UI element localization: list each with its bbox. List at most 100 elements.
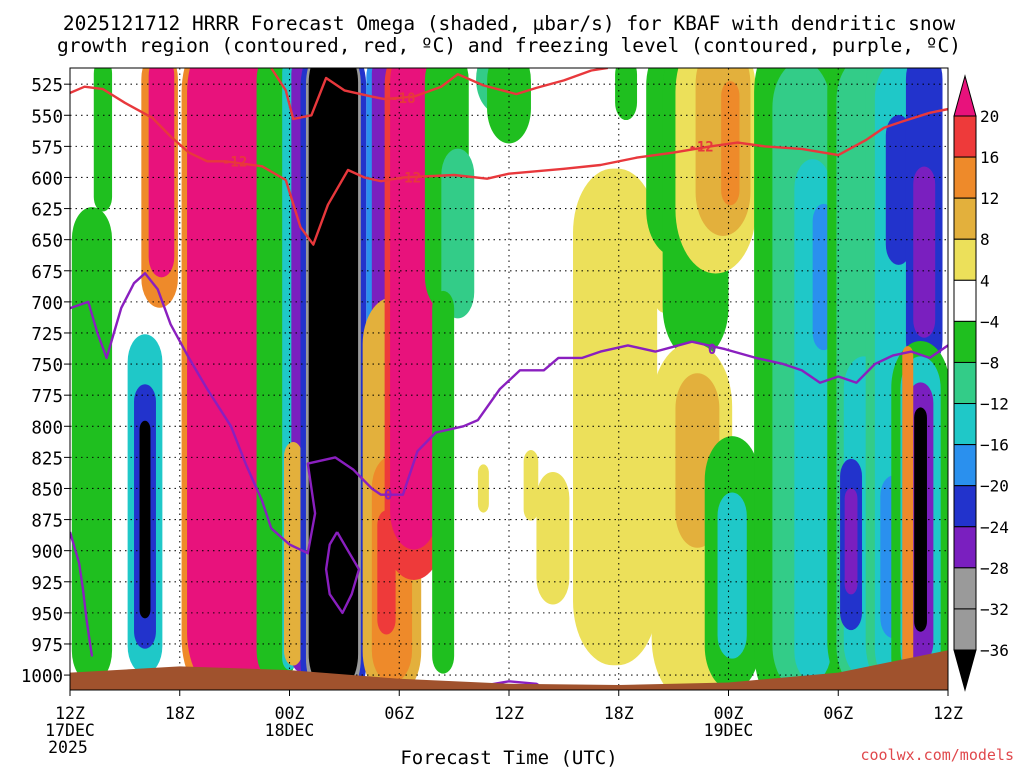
isotherm-minus12-label-0: -12	[222, 154, 247, 170]
omega-column-8	[148, 68, 175, 278]
x-axis-label: Forecast Time (UTC)	[400, 747, 617, 768]
omega-column-53	[844, 488, 858, 595]
colorbar-segment-8	[953, 444, 977, 487]
footer-credit: coolwx.com/models	[860, 746, 1014, 764]
omega-column-32	[536, 472, 570, 605]
colorbar-label-10: −24	[980, 518, 1009, 537]
freezing-level-label-0: 0	[384, 488, 392, 504]
isotherm-minus12-line	[70, 85, 948, 246]
omega-column-63	[914, 407, 927, 632]
isotherm-minus12-label-1: -12	[396, 170, 421, 186]
colorbar-label-8: −16	[980, 436, 1009, 455]
y-axis: 525 550 575 600 625 650 675 700 725 750 775 800 825 8…	[21, 76, 70, 687]
omega-column-14	[284, 442, 303, 666]
x-tick-label-4: 12Z	[494, 704, 524, 723]
colorbar-segment-7	[953, 403, 977, 446]
y-tick-label-975: 975	[31, 636, 63, 656]
colorbar-label-13: −36	[980, 641, 1009, 660]
omega-column-29	[487, 68, 531, 144]
x-tick-year-0: 2025	[48, 738, 88, 757]
colorbar-segment-12	[953, 608, 977, 651]
omega-shading	[71, 68, 948, 690]
colorbar-label-1: 16	[980, 148, 999, 167]
y-tick-label-600: 600	[31, 169, 63, 189]
x-tick-sublabel-0: 17DEC	[45, 721, 95, 740]
omega-column-56	[885, 114, 912, 265]
omega-column-0	[75, 68, 94, 144]
y-tick-label-525: 525	[31, 76, 63, 96]
omega-column-26	[441, 148, 475, 319]
omega-column-6	[139, 420, 151, 619]
x-tick-sublabel-2: 18DEC	[265, 721, 315, 740]
colorbar-segment-9	[953, 485, 977, 528]
omega-column-27	[432, 290, 455, 674]
colorbar-label-9: −20	[980, 477, 1009, 496]
omega-column-64	[902, 346, 914, 669]
gridlines	[70, 68, 948, 690]
y-tick-label-650: 650	[31, 232, 63, 252]
colorbar-label-4: 4	[980, 271, 990, 290]
colorbar-segment-2	[953, 197, 977, 240]
chart-title-line1: 2025121712 HRRR Forecast Omega (shaded, …	[63, 12, 955, 35]
colorbar-segment-6	[953, 361, 977, 405]
y-tick-label-550: 550	[31, 107, 63, 127]
colorbar-label-12: −32	[980, 600, 1009, 619]
colorbar: 20 16 12 8 4 −4 −8 −12 −16 −20 −24 −28 −32 −36	[953, 74, 1009, 692]
omega-column-44	[717, 492, 747, 659]
x-tick-label-6: 00Z	[714, 704, 744, 723]
y-tick-label-700: 700	[31, 294, 63, 314]
colorbar-label-11: −28	[980, 559, 1009, 578]
plot-area: -12 -12 -12 -18 0 0	[70, 68, 948, 690]
x-tick-label-3: 06Z	[384, 704, 414, 723]
omega-column-10	[187, 68, 272, 690]
omega-column-33	[573, 168, 658, 666]
colorbar-segment-11	[953, 567, 977, 610]
chart-title-line2: growth region (contoured, red, ºC) and f…	[57, 34, 961, 57]
isotherm-minus18-line	[270, 68, 608, 121]
colorbar-label-6: −8	[980, 353, 999, 372]
colorbar-top-arrow	[953, 74, 977, 117]
x-tick-label-1: 18Z	[165, 704, 195, 723]
colorbar-label-2: 12	[980, 189, 999, 208]
omega-column-1	[71, 207, 113, 683]
isotherm-minus12-label-2: -12	[688, 139, 713, 155]
freezing-level-segment-0	[70, 531, 94, 657]
x-tick-label-8: 12Z	[933, 704, 963, 723]
freezing-level-line	[70, 272, 948, 555]
colorbar-segment-5	[953, 320, 977, 363]
freezing-level-label-1: 0	[708, 342, 716, 358]
colorbar-label-3: 8	[980, 230, 990, 249]
x-tick-label-5: 18Z	[604, 704, 634, 723]
y-tick-label-625: 625	[31, 201, 63, 221]
omega-column-2	[93, 68, 113, 212]
y-tick-label-800: 800	[31, 418, 63, 438]
y-tick-label-825: 825	[31, 449, 63, 469]
y-tick-label-775: 775	[31, 387, 63, 407]
omega-column-31	[523, 450, 539, 521]
colorbar-segment-10	[953, 526, 977, 569]
x-tick-label-7: 06Z	[823, 704, 853, 723]
y-tick-label-725: 725	[31, 325, 63, 345]
y-tick-label-950: 950	[31, 605, 63, 625]
isotherm-minus18-label-0: -18	[390, 91, 415, 107]
colorbar-segment-0	[953, 115, 977, 158]
y-tick-label-875: 875	[31, 512, 63, 532]
colorbar-segment-1	[953, 156, 977, 199]
contours: -12 -12 -12 -18 0 0	[70, 68, 948, 690]
y-tick-label-750: 750	[31, 356, 63, 376]
colorbar-label-5: −4	[980, 312, 999, 331]
x-tick-label-0: 12Z	[55, 704, 85, 723]
colorbar-segment-4	[953, 279, 977, 322]
x-tick-sublabel-6: 19DEC	[704, 721, 754, 740]
x-tick-label-2: 00Z	[275, 704, 305, 723]
omega-column-59	[913, 166, 936, 338]
y-tick-label-1000: 1000	[21, 667, 63, 687]
terrain	[70, 650, 948, 690]
colorbar-label-7: −12	[980, 395, 1009, 414]
y-tick-label-925: 925	[31, 574, 63, 594]
y-tick-label-575: 575	[31, 138, 63, 158]
y-tick-label-850: 850	[31, 480, 63, 500]
colorbar-bottom-arrow	[953, 649, 977, 692]
